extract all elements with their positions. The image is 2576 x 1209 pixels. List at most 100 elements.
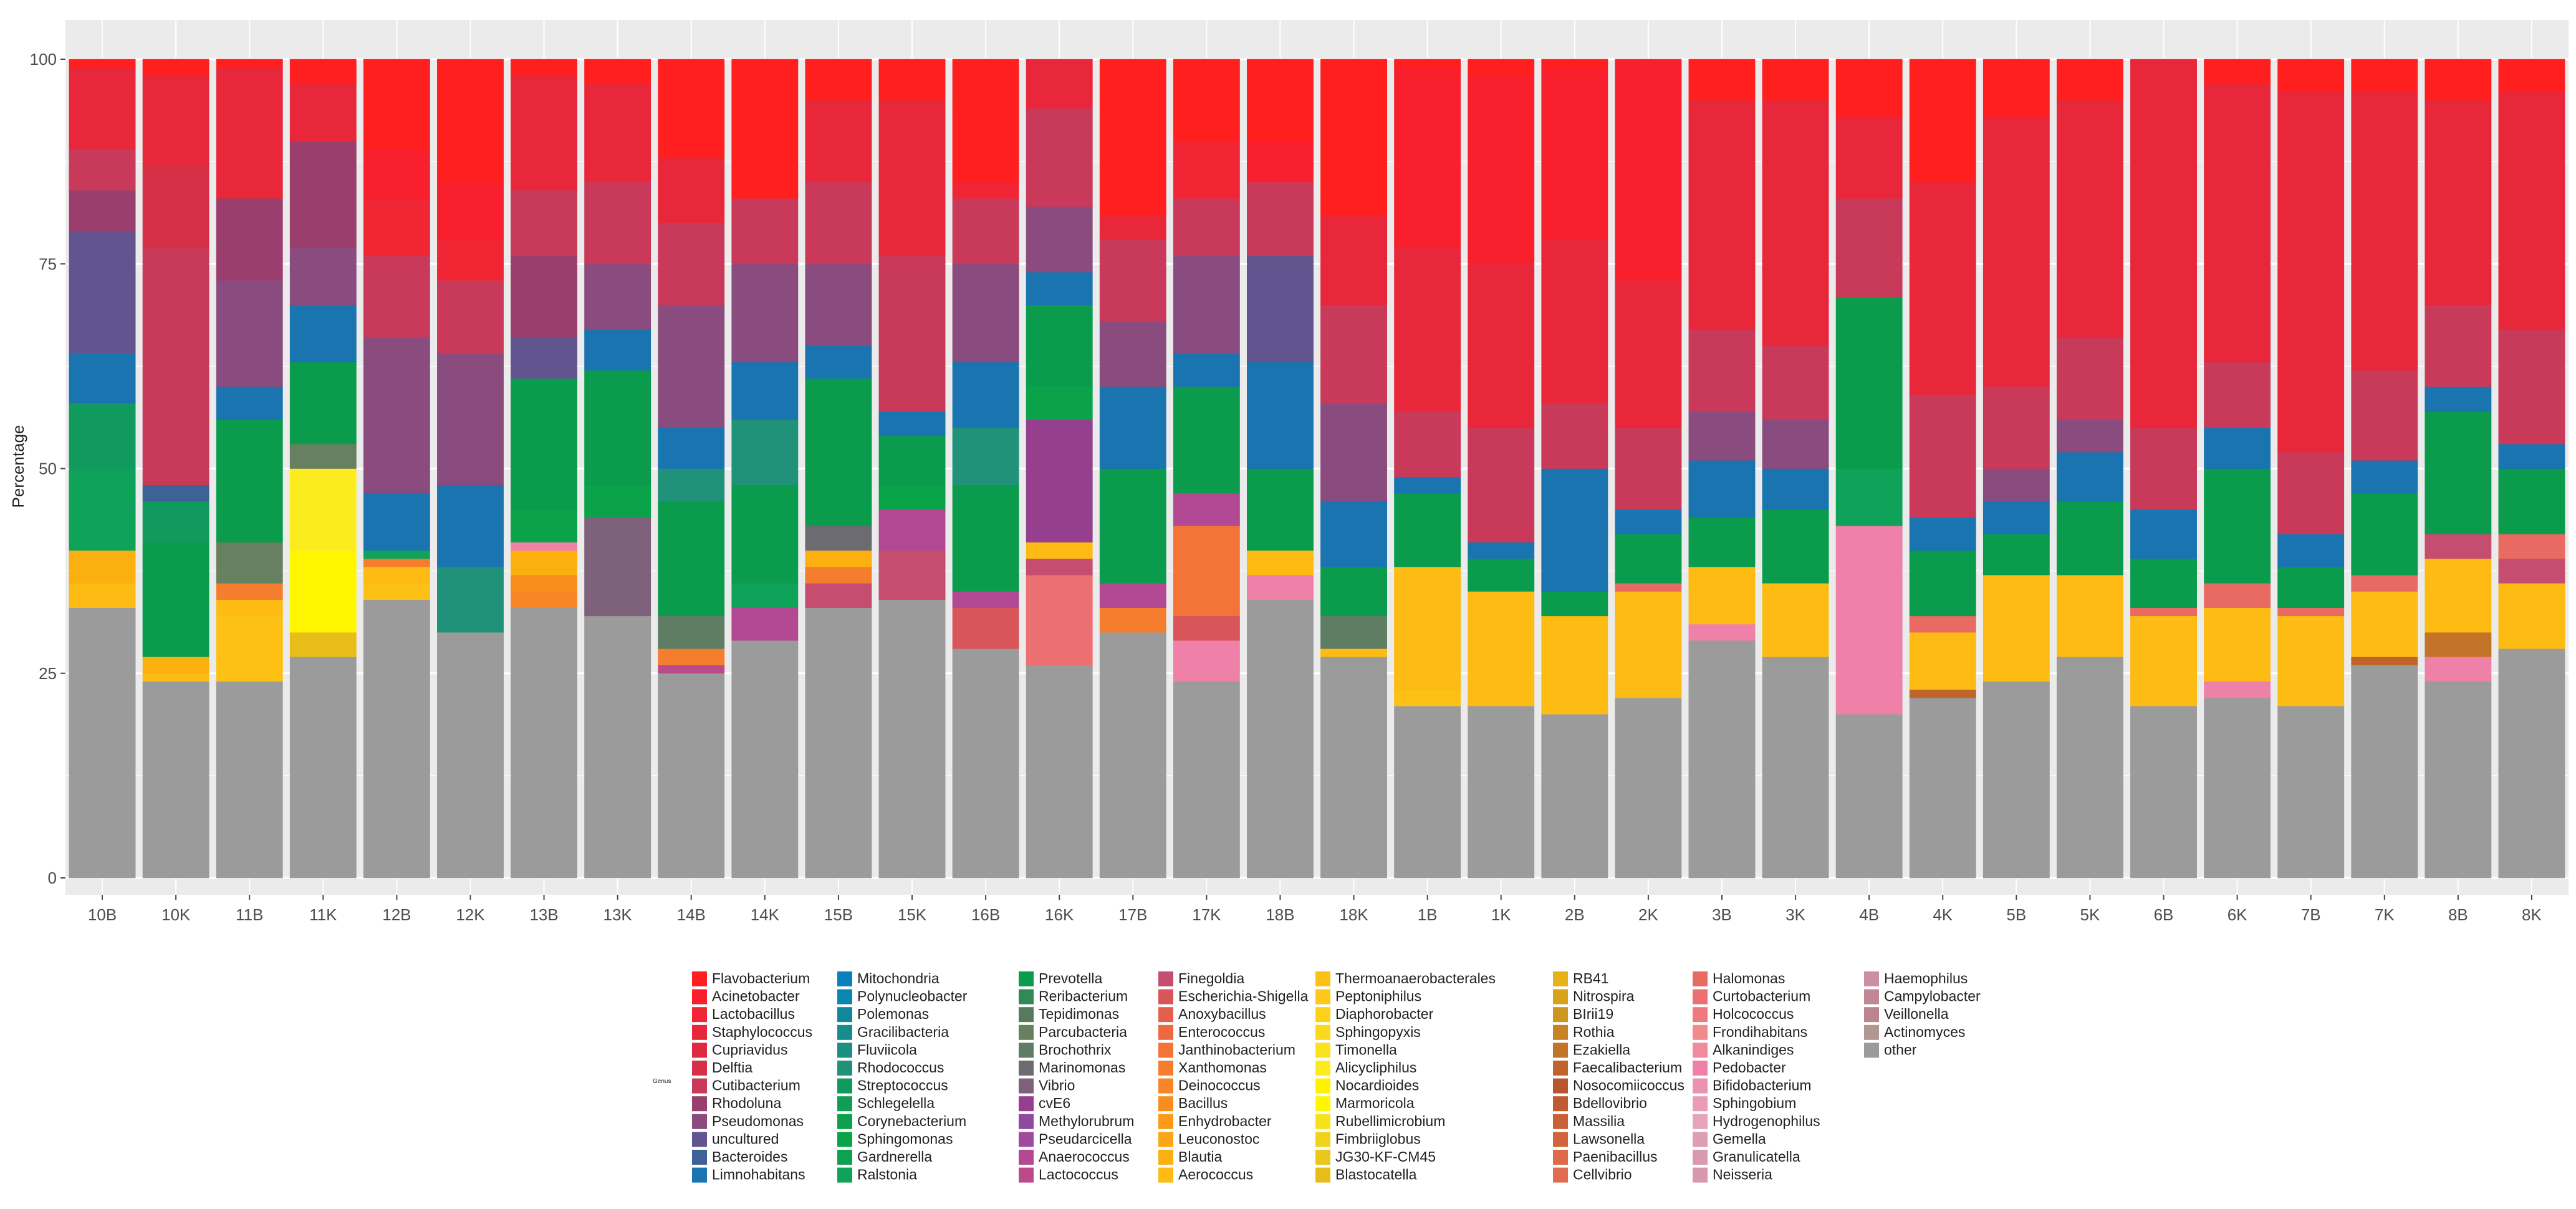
bar-segment-6B-prevotella	[2130, 558, 2197, 609]
bar-segment-1K-prevotella	[1468, 558, 1535, 592]
bar-segment-2K-prevotella	[1615, 534, 1682, 584]
x-tick-label: 15K	[898, 905, 927, 924]
bar-segment-1B-aerococcus	[1394, 566, 1461, 690]
bar-segment-15B-other	[805, 607, 872, 879]
bar-segment-13B-bacillus	[511, 574, 578, 592]
legend-key	[1315, 989, 1330, 1004]
legend-key	[1315, 1096, 1330, 1112]
legend-item: Pseudarcicella	[1019, 1130, 1132, 1147]
x-tick-label: 14B	[677, 905, 706, 924]
bar-segment-17B-flavobacterium	[1099, 59, 1166, 215]
legend-item: Sphingobium	[1693, 1095, 1796, 1112]
x-tick-label: 17K	[1192, 905, 1221, 924]
bar-segment-2B-staphylococcus	[1541, 239, 1608, 403]
legend-label: Escherichia-Shigella	[1178, 988, 1309, 1004]
legend-item: Peptoniphilus	[1315, 988, 1421, 1004]
bar-segment-8B-staphylococcus	[2425, 100, 2492, 306]
legend-label: Rhodococcus	[857, 1059, 944, 1076]
legend-key	[1315, 1114, 1330, 1129]
legend-item: Bifidobacterium	[1693, 1077, 1812, 1094]
bar-segment-8B-cutibacterium	[2425, 304, 2492, 387]
bar-segment-17K-anaerococcus	[1173, 493, 1240, 526]
bar-segment-10B-streptococcus	[69, 403, 136, 469]
bar-segment-18B-uncultured	[1247, 255, 1314, 363]
legend-item: cvE6	[1019, 1095, 1070, 1112]
x-tick-label: 14K	[751, 905, 780, 924]
x-tick-label: 13K	[603, 905, 633, 924]
bar-segment-7B-aerococcus	[2277, 615, 2345, 706]
bar-segment-18B-prevotella	[1247, 468, 1314, 551]
bar-segment-15K-sphingomonas	[878, 484, 946, 510]
bar-segment-7K-cutibacterium	[2351, 370, 2418, 461]
bar-segment-13B-uncultured	[511, 337, 578, 379]
bar-15K	[878, 59, 946, 879]
bar-segment-6K-cutibacterium	[2204, 362, 2271, 428]
legend-item: Neisseria	[1693, 1167, 1772, 1183]
bar-segment-4K-aerococcus	[1909, 632, 1976, 690]
legend-key	[1864, 1007, 1879, 1023]
legend-key	[692, 1007, 707, 1023]
bar-segment-12K-cutibacterium	[437, 280, 504, 354]
legend-item: Delftia	[692, 1059, 752, 1076]
bar-segment-7K-halomonas	[2351, 574, 2418, 592]
bar-segment-16B-escherichia-shigella	[952, 607, 1019, 649]
legend-label: Veillonella	[1884, 1006, 1949, 1022]
bar-segment-5B-pseudomonas	[1982, 468, 2050, 502]
bar-segment-14B-flavobacterium	[658, 59, 725, 158]
bar-segment-12K-other	[437, 632, 504, 879]
legend-key	[1315, 1061, 1330, 1076]
legend-item: Parcubacteria	[1019, 1024, 1127, 1040]
bar-segment-11B-staphylococcus	[216, 67, 283, 199]
bar-segment-3K-staphylococcus	[1762, 100, 1829, 346]
bar-segment-15K-limnohabitans	[878, 411, 946, 436]
x-tick-label: 10B	[88, 905, 117, 924]
legend-label: Marmoricola	[1335, 1095, 1415, 1111]
bar-segment-3K-pseudomonas	[1762, 419, 1829, 469]
bar-segment-13K-staphylococcus	[584, 84, 651, 183]
bar-segment-4K-limnohabitans	[1909, 517, 1976, 551]
bar-segment-17K-flavobacterium	[1173, 59, 1240, 142]
bar-segment-11K-parcubacteria	[289, 443, 357, 469]
bar-segment-5K-flavobacterium	[2056, 59, 2123, 100]
bar-segment-6B-cutibacterium	[2130, 427, 2197, 510]
y-tick-label: 75	[39, 254, 57, 273]
legend-key	[1553, 1078, 1568, 1094]
bar-segment-7K-flavobacterium	[2351, 59, 2418, 92]
x-tick-label: 4K	[1933, 905, 1953, 924]
bar-17K	[1173, 59, 1240, 879]
legend-label: Nitrospira	[1573, 988, 1635, 1004]
legend-label: Tepidimonas	[1039, 1006, 1119, 1022]
bar-segment-12K-flavobacterium	[437, 59, 504, 183]
legend-item: Actinomyces	[1864, 1024, 1965, 1040]
bar-segment-7K-prevotella	[2351, 493, 2418, 576]
legend-item: Anaerococcus	[1019, 1149, 1130, 1165]
legend-label: Nocardioides	[1335, 1077, 1419, 1094]
bar-segment-14K-flavobacterium	[731, 59, 799, 199]
bar-segment-8K-limnohabitans	[2498, 443, 2565, 469]
legend-item: Alkanindiges	[1693, 1041, 1794, 1058]
bar-segment-5K-prevotella	[2056, 501, 2123, 576]
bar-segment-13B-pedobacter	[511, 542, 578, 551]
legend-label: Lawsonella	[1573, 1130, 1645, 1147]
legend-key	[1158, 1024, 1173, 1040]
bar-segment-1B-flavobacterium	[1394, 59, 1461, 68]
bar-17B	[1099, 59, 1166, 879]
legend-item: Lactobacillus	[692, 1006, 795, 1023]
legend-item: Polynucleobacter	[837, 988, 968, 1004]
legend-label: Bacillus	[1178, 1095, 1228, 1111]
legend-key	[837, 989, 852, 1004]
legend-label: cvE6	[1039, 1095, 1070, 1111]
legend-key	[837, 1167, 852, 1183]
legend-item: Nitrospira	[1553, 988, 1635, 1004]
bar-segment-17K-limnohabitans	[1173, 354, 1240, 387]
legend-item: Thermoanaerobacterales	[1315, 970, 1496, 986]
bar-segment-11K-staphylococcus	[289, 84, 357, 142]
legend-key	[692, 1132, 707, 1147]
legend-key	[837, 1007, 852, 1023]
legend-key	[1553, 1024, 1568, 1040]
bar-segment-11B-flavobacterium	[216, 59, 283, 68]
bar-2K	[1615, 59, 1682, 879]
legend-item: Curtobacterium	[1693, 988, 1810, 1004]
bar-segment-17B-pseudomonas	[1099, 320, 1166, 387]
bar-segment-2K-limnohabitans	[1615, 509, 1682, 534]
